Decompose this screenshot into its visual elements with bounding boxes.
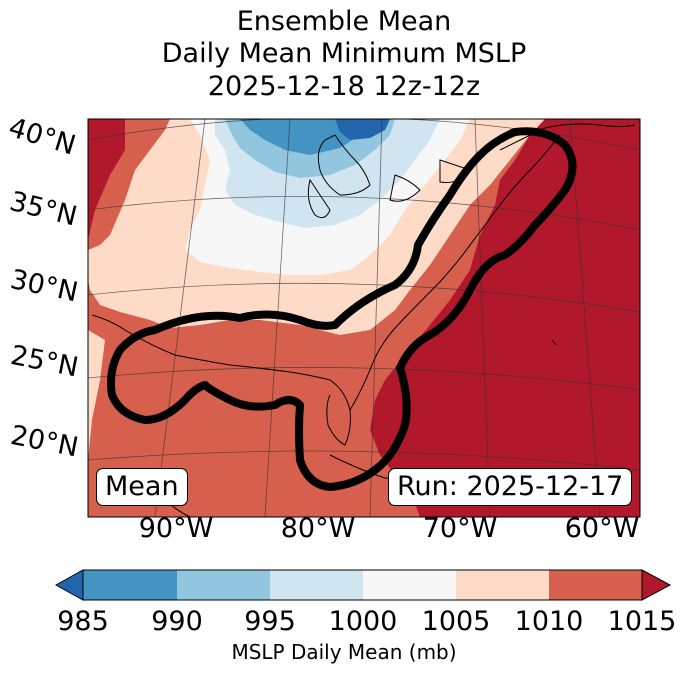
title-line-3: 2025-12-18 12z-12z <box>207 71 481 102</box>
colorbar-title: MSLP Daily Mean (mb) <box>231 640 457 664</box>
title-line-2: Daily Mean Minimum MSLP <box>161 38 527 69</box>
title-line-1: Ensemble Mean <box>236 6 452 37</box>
colorbar-tick-1005: 1005 <box>421 606 491 637</box>
field-1005-1010-west <box>88 330 105 460</box>
colorbar-extend-high <box>641 569 672 601</box>
field-above-1015-east <box>370 119 640 517</box>
lon-label-80: 80°W <box>280 513 356 544</box>
field-above-1015-northwest <box>88 119 125 240</box>
colorbar-extend-low <box>54 569 84 601</box>
colorbar-bin-985-990 <box>83 570 177 600</box>
colorbar-tick-1000: 1000 <box>328 606 398 637</box>
lon-label-60: 60°W <box>564 513 640 544</box>
colorbar-tick-990: 990 <box>151 606 203 637</box>
contour-line <box>107 127 577 491</box>
pressure-field <box>88 119 640 517</box>
colorbar-bin-1010-1015 <box>549 570 642 600</box>
map-frame <box>87 118 641 518</box>
colorbar-tick-985: 985 <box>57 606 109 637</box>
colorbar-bin-1000-1005 <box>363 570 456 600</box>
colorbar-tick-995: 995 <box>244 606 296 637</box>
colorbar-tick-1015: 1015 <box>607 606 677 637</box>
colorbar-tick-1010: 1010 <box>514 606 584 637</box>
colorbar-bin-1005-1010 <box>456 570 549 600</box>
field-985-990 <box>240 119 370 155</box>
lon-label-90: 90°W <box>138 513 214 544</box>
colorbar <box>54 569 672 601</box>
colorbar-bin-995-1000 <box>270 570 363 600</box>
lon-label-70: 70°W <box>422 513 498 544</box>
run-date-box: Run: 2025-12-17 <box>388 468 633 506</box>
mean-label-box: Mean <box>96 468 188 506</box>
colorbar-bin-990-995 <box>177 570 270 600</box>
field-below-985 <box>335 119 390 140</box>
